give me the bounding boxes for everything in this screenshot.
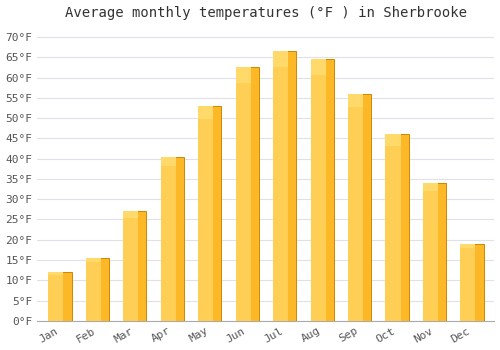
Bar: [123, 211, 146, 321]
Bar: [423, 183, 438, 321]
Bar: [123, 211, 138, 321]
Bar: [348, 94, 363, 107]
Bar: [198, 106, 222, 321]
Bar: [160, 157, 184, 321]
Bar: [198, 106, 213, 119]
Bar: [123, 211, 138, 218]
Bar: [48, 272, 72, 321]
Bar: [236, 68, 250, 83]
Bar: [273, 51, 288, 321]
Bar: [460, 244, 475, 321]
Bar: [460, 244, 483, 321]
Title: Average monthly temperatures (°F ) in Sherbrooke: Average monthly temperatures (°F ) in Sh…: [65, 6, 467, 20]
Bar: [348, 94, 363, 321]
Bar: [273, 51, 296, 321]
Bar: [310, 60, 334, 321]
Bar: [386, 134, 400, 146]
Bar: [310, 60, 326, 75]
Bar: [198, 106, 213, 321]
Bar: [48, 272, 64, 321]
Bar: [423, 183, 446, 321]
Bar: [348, 94, 371, 321]
Bar: [48, 272, 64, 275]
Bar: [273, 51, 288, 68]
Bar: [310, 60, 326, 321]
Bar: [86, 258, 101, 321]
Bar: [236, 68, 259, 321]
Bar: [86, 258, 109, 321]
Bar: [386, 134, 408, 321]
Bar: [236, 68, 250, 321]
Bar: [460, 244, 475, 248]
Bar: [423, 183, 438, 191]
Bar: [86, 258, 101, 262]
Bar: [160, 157, 176, 321]
Bar: [386, 134, 400, 321]
Bar: [160, 157, 176, 167]
